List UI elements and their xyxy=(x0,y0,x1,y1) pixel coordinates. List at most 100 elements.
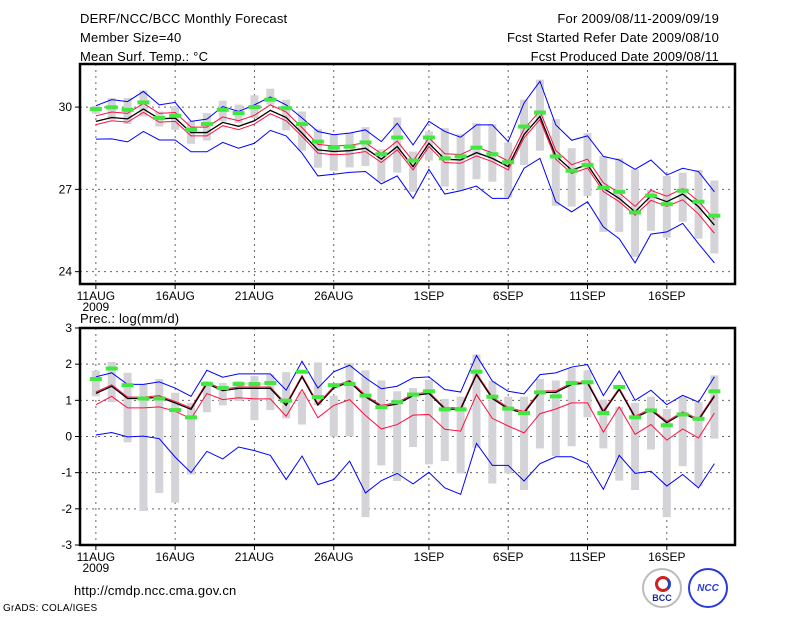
marker-bar xyxy=(375,152,388,157)
marker-bar xyxy=(613,384,626,389)
marker-bar xyxy=(676,188,689,193)
temperature-plot: 11AUG 16AUG 21AUG 26AUG 1SEP 6SEP 11SEP 16SEP 20… xyxy=(59,62,737,314)
x-tick-label: 26AUG xyxy=(314,289,353,303)
marker-bar xyxy=(280,398,293,403)
marker-bar xyxy=(549,154,562,159)
marker-bar xyxy=(137,100,150,105)
marker-bar xyxy=(660,423,673,428)
marker-bar xyxy=(327,383,340,388)
x-tick-label: 16SEP xyxy=(648,550,685,564)
max-line xyxy=(95,354,715,406)
range-bar xyxy=(155,378,164,493)
produced-date: Fcst Produced Date 2009/08/11 xyxy=(530,49,719,64)
range-bar xyxy=(329,134,338,171)
range-bar xyxy=(646,396,655,450)
x-tick-label: 16AUG xyxy=(155,550,194,564)
y-tick-label: 1 xyxy=(65,393,72,407)
marker-bar xyxy=(644,193,657,198)
marker-bar xyxy=(454,154,467,159)
range-bar xyxy=(377,380,386,466)
marker-bar xyxy=(280,106,293,111)
range-bar xyxy=(187,402,196,475)
range-bar xyxy=(472,123,481,180)
min-line xyxy=(95,129,715,264)
marker-bar xyxy=(121,107,134,112)
plot-frame xyxy=(78,326,737,547)
range-bar xyxy=(615,406,624,481)
x-tick-label: 16AUG xyxy=(155,289,194,303)
x-tick-label: 11AUG xyxy=(77,289,115,303)
marker-bar xyxy=(359,140,372,145)
range-bar xyxy=(694,402,703,487)
min-line xyxy=(95,432,715,496)
marker-bar xyxy=(216,386,229,391)
y-tick-label: -2 xyxy=(61,502,72,516)
bcc-logo-text: BCC xyxy=(652,593,672,603)
precipitation-plot: 11AUG 16AUG 21AUG 26AUG 1SEP 6SEP 11SEP 16SEP20… xyxy=(61,321,737,575)
range-bar xyxy=(202,381,211,413)
start-date: Fcst Started Refer Date 2009/08/10 xyxy=(506,30,719,45)
marker-bar xyxy=(89,376,102,381)
marker-bar xyxy=(153,116,166,121)
marker-bar xyxy=(644,408,657,413)
marker-bar xyxy=(422,135,435,140)
range-bar xyxy=(409,151,418,192)
marker-bar xyxy=(296,369,309,374)
marker-bar xyxy=(248,105,261,110)
marker-bar xyxy=(549,394,562,399)
range-bar xyxy=(139,384,148,512)
y-tick-label: -3 xyxy=(61,538,72,552)
range-bar xyxy=(662,409,671,518)
range-bar xyxy=(266,374,275,411)
marker-bar xyxy=(502,406,515,411)
marker-bar xyxy=(391,135,404,140)
range-bar xyxy=(520,99,529,165)
range-bar xyxy=(171,392,180,503)
y-tick-label: 24 xyxy=(59,265,73,279)
range-bar xyxy=(599,399,608,449)
marker-bar xyxy=(89,106,102,111)
x-tick-label: 11SEP xyxy=(569,289,605,303)
range-bar xyxy=(250,376,259,421)
y-tick-label: 27 xyxy=(59,182,73,196)
range-bar xyxy=(361,127,370,167)
marker-bar xyxy=(232,111,245,116)
range-bar xyxy=(361,370,370,518)
spread-high-line xyxy=(95,102,715,220)
range-bar xyxy=(456,396,465,474)
marker-bar xyxy=(597,185,610,190)
range-bar xyxy=(567,148,576,207)
marker-bar xyxy=(518,410,531,415)
marker-bar xyxy=(185,415,198,420)
range-bar xyxy=(282,372,291,419)
range-bar xyxy=(567,367,576,447)
x-tick-label: 1SEP xyxy=(414,550,445,564)
source-url[interactable]: http://cmdp.ncc.cma.gov.cn xyxy=(74,583,237,598)
range-bar xyxy=(298,111,307,151)
range-bar xyxy=(599,155,608,232)
y-tick-label: 3 xyxy=(65,321,72,335)
variable-label: Mean Surf. Temp.: °C xyxy=(80,49,209,64)
marker-bar xyxy=(248,382,261,387)
range-bar xyxy=(345,132,354,168)
range-bar xyxy=(678,172,687,222)
marker-bar xyxy=(200,382,213,387)
marker-bar xyxy=(692,199,705,204)
marker-bar xyxy=(105,366,118,371)
marker-bar xyxy=(169,113,182,118)
range-bar xyxy=(329,395,338,437)
marker-bar xyxy=(375,405,388,410)
range-bar xyxy=(615,158,624,232)
ncc-logo-text: NCC xyxy=(697,582,719,594)
marker-bar xyxy=(581,380,594,385)
range-bar xyxy=(298,392,307,425)
marker-bar xyxy=(470,145,483,150)
marker-bar xyxy=(597,410,610,415)
marker-bar xyxy=(518,124,531,129)
y-tick-label: 30 xyxy=(59,100,73,114)
y-tick-label: 0 xyxy=(65,430,72,444)
range-bar xyxy=(440,398,449,462)
x-tick-label: 11SEP xyxy=(569,550,605,564)
range-bar xyxy=(313,129,322,168)
range-bar xyxy=(424,379,433,465)
